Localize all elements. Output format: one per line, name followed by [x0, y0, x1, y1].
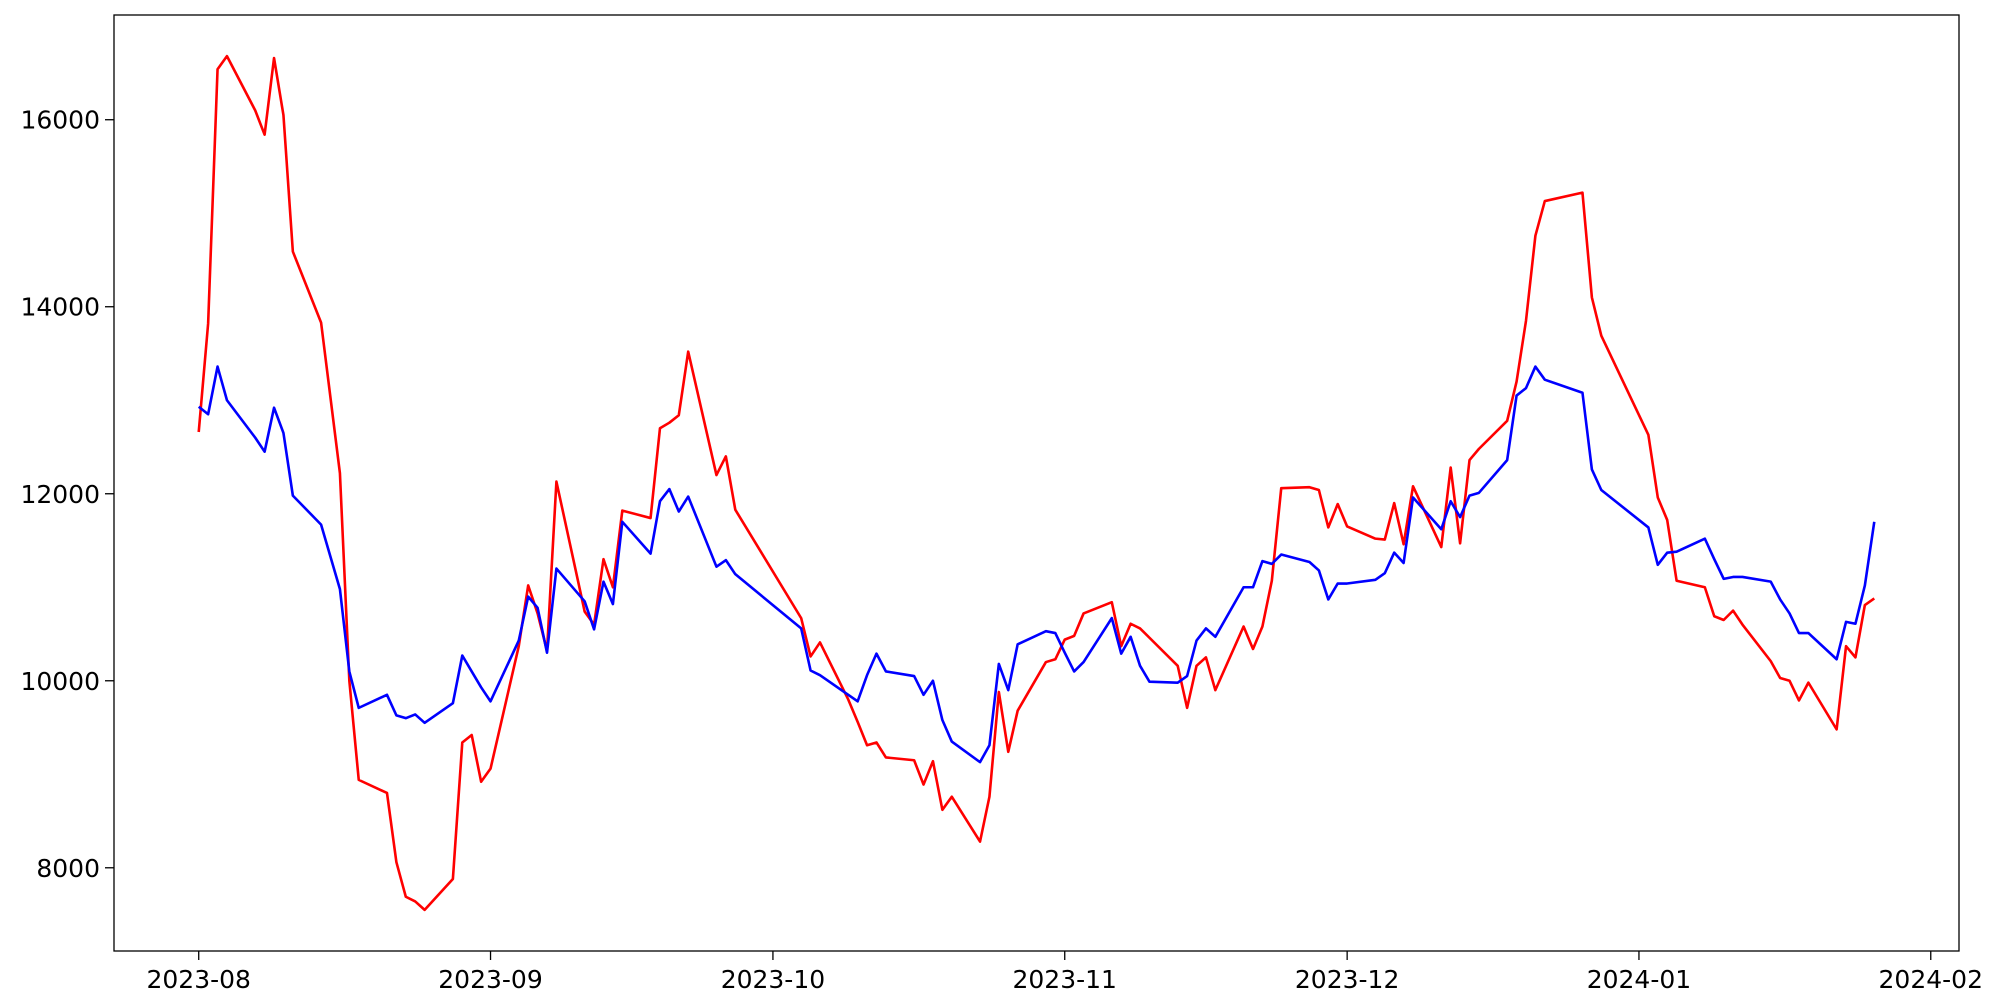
x-tick-label: 2023-11 — [1013, 965, 1117, 994]
x-tick-label: 2023-08 — [146, 965, 250, 994]
series-line — [197, 365, 1876, 764]
x-tick-label: 2024-01 — [1587, 965, 1691, 994]
y-tick-label: 16000 — [20, 106, 100, 135]
x-tick-label: 2023-10 — [721, 965, 825, 994]
y-tick-label: 8000 — [36, 854, 100, 883]
plot-frame — [113, 14, 1960, 952]
x-tick-label: 2023-12 — [1295, 965, 1399, 994]
y-tick-label: 12000 — [20, 480, 100, 509]
y-tick-label: 14000 — [20, 293, 100, 322]
x-tick-label: 2023-09 — [438, 965, 542, 994]
series-line — [197, 54, 1876, 912]
y-tick-label: 10000 — [20, 667, 100, 696]
x-tick-label: 2024-02 — [1879, 965, 1983, 994]
